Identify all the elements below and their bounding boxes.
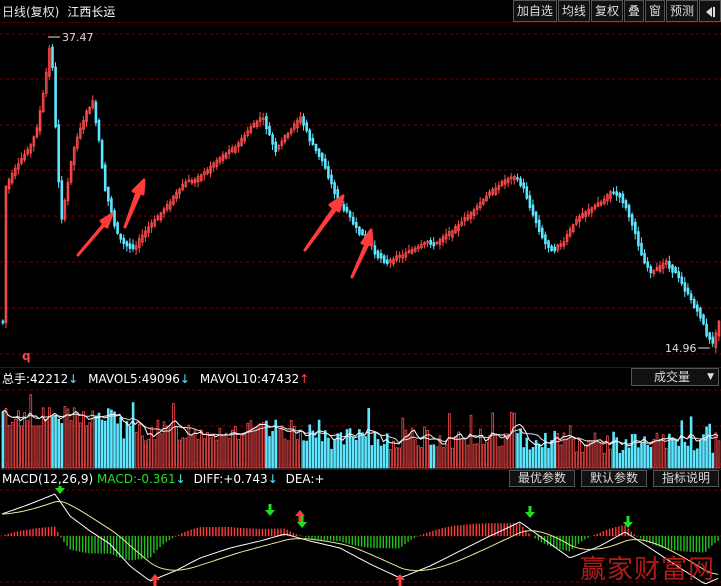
sell-arrow-icon [297, 516, 307, 528]
total-volume-value: 42212 [30, 372, 69, 386]
sell-arrow-icon [55, 486, 65, 494]
total-volume-label: 总手: [2, 372, 31, 386]
volume-readout: 总手:42212↓ MAVOL5:49096↓ MAVOL10:47432↑ [2, 370, 309, 387]
indicator-help-button[interactable]: 指标说明 [652, 470, 719, 487]
macd-value: -0.361 [136, 472, 176, 486]
optimal-params-button[interactable]: 最优参数 [508, 470, 575, 487]
diff-value: +0.743 [223, 472, 268, 486]
indicator-select-value: 成交量 [654, 370, 691, 384]
dea-value: + [314, 472, 325, 486]
annotation-arrows [76, 178, 374, 279]
low-price-label: 14.96 [665, 342, 697, 355]
default-params-button[interactable]: 默认参数 [580, 470, 647, 487]
mavol10-label: MAVOL10: [199, 372, 262, 386]
high-marker: 37.47 [48, 31, 94, 44]
chevron-down-icon: ▼ [707, 372, 714, 382]
diff-label: DIFF: [193, 472, 224, 486]
macd-label: MACD: [96, 472, 137, 486]
buy-arrow-icon [150, 574, 160, 586]
down-arrow-icon: ↓ [179, 372, 190, 386]
collapse-icon [706, 7, 715, 17]
collapse-panel-button[interactable] [699, 0, 721, 22]
macd-header: MACD(12,26,9) MACD:-0.361↓ DIFF:+0.743↓ … [0, 469, 721, 487]
high-price-label: 37.47 [62, 31, 94, 44]
volume-chart[interactable] [0, 386, 721, 469]
dea-label: DEA: [285, 472, 315, 486]
mavol5-label: MAVOL5: [88, 372, 142, 386]
down-arrow-icon: ↓ [68, 372, 79, 386]
period-label: 日线(复权) [2, 5, 60, 19]
macd-buttons: 最优参数 默认参数 指标说明 [503, 470, 719, 487]
chart-title: 日线(复权) 江西长运 [2, 3, 115, 20]
mavol10-value: 47432 [261, 372, 300, 386]
adjust-price-button[interactable]: 复权 [590, 0, 623, 22]
annotation-arrow-4 [350, 228, 374, 279]
macd-chart[interactable] [0, 486, 721, 586]
candlestick-chart[interactable]: 37.47 14.96 q [0, 22, 721, 367]
indicator-select[interactable]: 成交量 ▼ [631, 368, 719, 386]
watermark-text: 赢家财富网 [579, 555, 715, 585]
add-watchlist-button[interactable]: 加自选 [512, 0, 557, 22]
mavol5-value: 49096 [141, 372, 180, 386]
sell-arrow-icon [525, 506, 535, 518]
buy-arrow-icon [395, 574, 405, 586]
annotation-arrow-1 [76, 212, 114, 257]
up-arrow-icon: ↑ [299, 372, 310, 386]
mavol10-line [1, 409, 719, 445]
down-arrow-icon: ↓ [267, 472, 278, 486]
overlay-button[interactable]: 叠 [623, 0, 644, 22]
sell-arrow-icon [623, 516, 633, 528]
crossover-arrows [55, 486, 633, 586]
buy-arrow-icon [295, 510, 305, 522]
forecast-button[interactable]: 预测 [665, 0, 698, 22]
toolbar: 加自选 均线 复权 叠 窗 预测 [512, 0, 721, 22]
volume-header: 总手:42212↓ MAVOL5:49096↓ MAVOL10:47432↑ 成… [0, 367, 721, 386]
sell-arrow-icon [265, 504, 275, 516]
low-marker: 14.96 [665, 342, 710, 355]
stock-name: 江西长运 [67, 5, 116, 19]
chart-header-bar: 日线(复权) 江西长运 加自选 均线 复权 叠 窗 预测 [0, 0, 721, 23]
down-arrow-icon: ↓ [175, 472, 186, 486]
dea-line [1, 500, 719, 575]
volume-bars [1, 394, 721, 469]
window-button[interactable]: 窗 [644, 0, 665, 22]
annotation-arrow-3 [303, 194, 345, 252]
signal-marker: q [22, 349, 31, 363]
moving-average-button[interactable]: 均线 [557, 0, 590, 22]
diff-line [1, 493, 719, 585]
candles [1, 43, 721, 353]
annotation-arrow-2 [123, 178, 146, 229]
macd-readout: MACD(12,26,9) MACD:-0.361↓ DIFF:+0.743↓ … [2, 472, 325, 486]
macd-name: MACD(12,26,9) [2, 472, 94, 486]
